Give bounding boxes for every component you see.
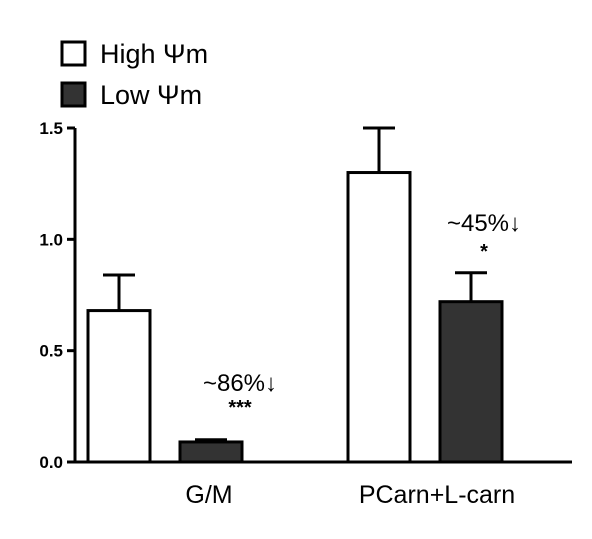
axes: 0.0 0.5 1.0 1.5 G/M PCarn+L-carn [39,119,572,509]
x-tick-label: G/M [185,481,232,509]
legend: High Ψm Low Ψm [60,39,208,110]
legend-swatch [60,40,87,67]
y-tick-label: 1.0 [39,230,63,249]
percent-annotation: ~86%↓ [203,370,277,397]
legend-label: Low Ψm [100,80,202,110]
y-tick-label: 1.5 [39,119,63,138]
y-tick-label: 0.5 [39,342,63,361]
x-tick-label: PCarn+L-carn [359,481,515,509]
bars [86,126,504,464]
bar [438,300,504,464]
legend-swatch [60,81,87,108]
annotations: ~86%↓*** ~45%↓ * [203,210,521,419]
significance-marker: *** [228,397,252,419]
percent-annotation: ~45%↓ [447,210,521,237]
bar [86,309,152,464]
y-tick-label: 0.0 [39,453,63,472]
bar [178,440,244,464]
bar [346,171,412,464]
significance-marker: * [480,241,488,263]
legend-label: High Ψm [100,39,208,69]
